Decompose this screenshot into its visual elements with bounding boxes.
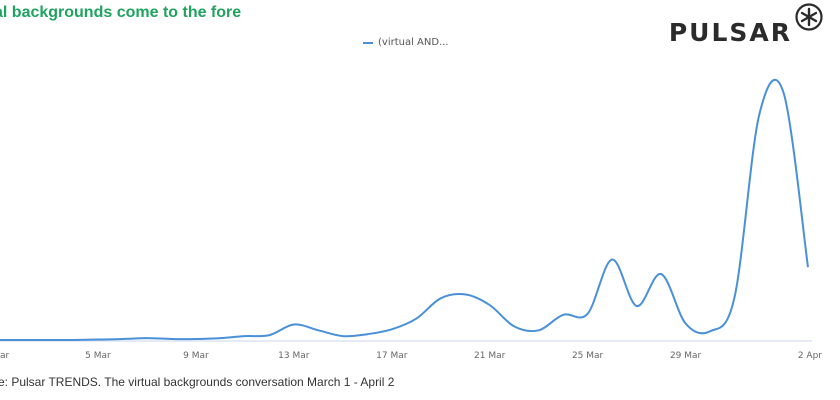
x-tick-label: 9 Mar [183,351,209,361]
x-tick-label: 5 Mar [85,351,111,361]
x-tick-label: 29 Mar [670,351,702,361]
x-tick-label: 25 Mar [572,351,604,361]
asterisk-circle-icon [795,3,823,31]
x-tick-label: 17 Mar [376,351,408,361]
x-tick-label: ar [0,351,10,361]
x-axis-ticks: ar 5 Mar 9 Mar 13 Mar 17 Mar 21 Mar 25 Mar 29 M… [0,351,822,361]
chart-legend[interactable]: (virtual AND... [363,37,449,48]
legend-label: (virtual AND... [378,37,449,48]
series-line[interactable] [0,78,809,341]
brand-logo: PULSAR [669,2,824,47]
brand-name: PULSAR [668,18,792,47]
x-tick-label: 2 Apr [798,351,822,361]
x-tick-label: 13 Mar [278,351,310,361]
x-tick-label: 21 Mar [474,351,506,361]
chart-title: al backgrounds come to the fore [0,4,242,21]
source-caption: e: Pulsar TRENDS. The virtual background… [0,375,395,389]
legend-swatch [363,41,373,44]
